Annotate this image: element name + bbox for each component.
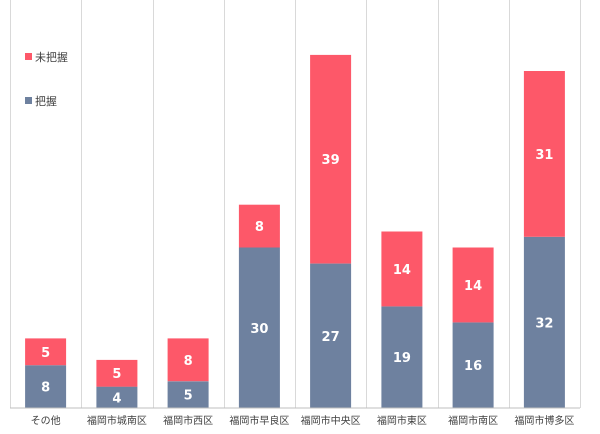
data-label: 14 <box>393 263 411 278</box>
bar-group <box>25 54 565 409</box>
category-label-group: その他 福岡市城南区 福岡市西区 福岡市早良区 福岡市中央区 福岡市東区 福岡市南区 福岡市博… <box>31 414 575 427</box>
bar-segment-mihaaku <box>96 359 138 387</box>
bar-segment-mihaaku <box>310 54 352 264</box>
bar-segment-haaku <box>452 322 494 408</box>
bar-segment-mihaaku <box>167 338 209 382</box>
legend-label: 未把握 <box>35 50 68 64</box>
data-label: 30 <box>250 322 268 337</box>
data-label: 39 <box>322 153 340 168</box>
bar-segment-haaku <box>96 386 138 408</box>
bar-segment-haaku <box>25 365 67 408</box>
data-label: 31 <box>535 148 553 163</box>
data-label: 14 <box>464 279 482 294</box>
category-label: その他 <box>31 414 61 427</box>
bar-segment-haaku <box>523 236 565 408</box>
bar-segment-haaku <box>381 306 423 408</box>
data-label: 5 <box>112 367 121 382</box>
data-label: 16 <box>464 359 482 374</box>
bar-segment-mihaaku <box>25 338 67 366</box>
legend-label: 把握 <box>35 94 57 108</box>
category-label: 福岡市東区 <box>377 414 427 427</box>
data-label: 32 <box>535 316 553 331</box>
data-label: 8 <box>184 354 193 369</box>
legend-swatch <box>25 97 32 104</box>
data-label: 8 <box>255 220 264 235</box>
data-label: 5 <box>184 389 193 404</box>
data-label: 8 <box>41 381 50 396</box>
category-label: 福岡市早良区 <box>229 414 289 427</box>
data-label-group: 8 5 4 5 5 8 30 8 27 39 19 14 16 14 32 31 <box>41 148 553 406</box>
category-dividers <box>10 0 581 408</box>
category-label: 福岡市博多区 <box>514 414 574 427</box>
data-label: 19 <box>393 351 411 366</box>
category-label: 福岡市城南区 <box>87 414 147 427</box>
bar-segment-mihaaku <box>523 71 565 237</box>
data-label: 5 <box>41 346 50 361</box>
bar-segment-mihaaku <box>238 204 280 248</box>
bar-segment-haaku <box>238 247 280 408</box>
data-label: 4 <box>112 391 121 406</box>
bar-segment-mihaaku <box>452 247 494 323</box>
bar-segment-haaku <box>310 263 352 408</box>
legend-swatch <box>25 53 32 60</box>
category-label: 福岡市西区 <box>163 414 213 427</box>
data-label: 27 <box>322 330 340 345</box>
category-label: 福岡市南区 <box>448 414 498 427</box>
category-label: 福岡市中央区 <box>301 414 361 427</box>
bar-segment-mihaaku <box>381 231 423 307</box>
bar-segment-haaku <box>167 381 209 409</box>
